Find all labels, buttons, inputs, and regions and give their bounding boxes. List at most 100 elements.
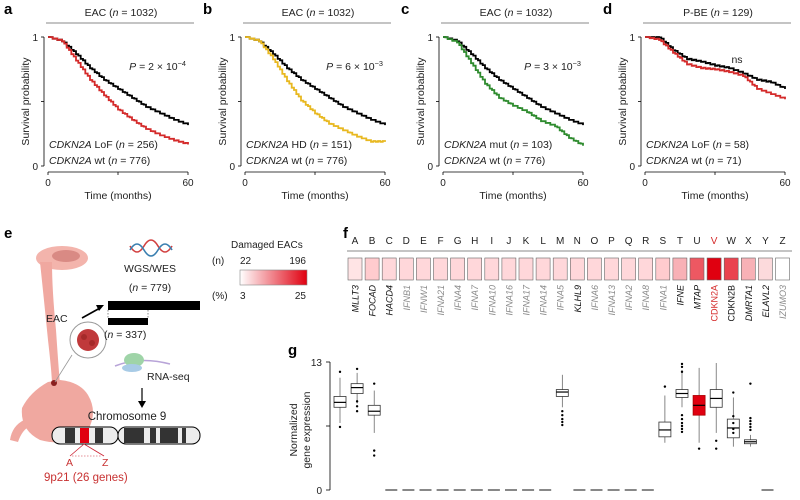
column-letter: C xyxy=(386,236,393,247)
text-segment: = 151) xyxy=(319,139,352,151)
text-segment: P xyxy=(129,61,136,73)
legend-entry: CDKN2A wt (n = 776) xyxy=(246,155,347,167)
text-segment: EAC ( xyxy=(282,7,311,19)
column-letter: X xyxy=(745,236,752,247)
wgs-bar xyxy=(108,301,200,310)
x-tick-label: 60 xyxy=(379,178,391,189)
down-arrow-icon xyxy=(138,401,146,408)
column-letter: L xyxy=(540,236,546,247)
text-segment: n xyxy=(513,139,519,151)
outlier-point xyxy=(715,439,718,442)
survival-curve-0 xyxy=(48,36,189,145)
text-segment: n xyxy=(716,139,722,151)
outlier-point xyxy=(680,413,684,417)
panel-title: EAC (n = 1032) xyxy=(85,7,158,19)
heatmap-cell xyxy=(604,257,619,281)
text-segment: = 1032) xyxy=(316,7,355,19)
column-letter: Y xyxy=(762,236,769,247)
y-axis-label: Survival probability xyxy=(415,57,427,146)
text-segment: = 103) xyxy=(519,139,552,151)
box-Y xyxy=(744,382,757,447)
text-segment: LoF ( xyxy=(689,139,717,151)
y-tick-label: 1 xyxy=(229,33,235,44)
y-tick-label: 0 xyxy=(427,162,433,173)
x-axis-label: Time (months) xyxy=(681,190,748,202)
gene-label: IFNA21 xyxy=(436,285,446,316)
column-letter: H xyxy=(471,236,478,247)
box-X xyxy=(726,391,740,447)
text-segment: CDKN2A xyxy=(444,155,487,167)
x-tick-label: 60 xyxy=(779,178,791,189)
box-N xyxy=(555,374,569,427)
x-tick-label: 0 xyxy=(440,178,446,189)
text-segment: = 3 × 10 xyxy=(531,61,573,73)
outlier-point xyxy=(732,391,735,394)
heatmap-cell xyxy=(347,257,363,281)
text-segment: n xyxy=(132,282,138,294)
text-segment: = 337) xyxy=(113,329,146,341)
text-segment: CDKN2A xyxy=(49,155,92,167)
heatmap-cell xyxy=(450,257,465,281)
x-axis-label: Time (months) xyxy=(84,190,151,202)
panel-letter-a: a xyxy=(4,1,13,18)
column-letter: M xyxy=(556,236,564,247)
gene-label: ELAVL2 xyxy=(761,285,771,318)
outlier-point xyxy=(680,365,684,369)
outlier-point xyxy=(749,428,752,432)
text-segment: = 776) xyxy=(314,155,347,167)
y-tick-label: 0 xyxy=(316,486,322,497)
outlier-point xyxy=(355,367,359,371)
y-tick-label: 1 xyxy=(629,33,635,44)
illustration-panel: EAC WGS/WES (n = 779) (n = 337) RNA-seq … xyxy=(10,239,201,484)
y-axis-label: Survival probability xyxy=(617,57,629,146)
heatmap-cell xyxy=(364,257,380,281)
wgs-label: WGS/WES xyxy=(124,263,176,275)
heatmap-cell xyxy=(672,257,688,281)
gene-label: IFNA2 xyxy=(624,285,634,311)
outlier-point xyxy=(680,430,684,434)
overlap-count-label: (n = 337) xyxy=(104,329,146,341)
heatmap-cell xyxy=(638,257,654,281)
text-segment: n xyxy=(506,155,512,167)
column-letter: R xyxy=(642,236,649,247)
text-segment: P xyxy=(524,61,531,73)
y-axis-label: Survival probability xyxy=(20,57,32,146)
text-segment: n xyxy=(113,7,119,19)
gene-label: IFNB1 xyxy=(402,285,412,311)
outlier-point xyxy=(373,382,376,385)
gene-label: DMRTA1 xyxy=(744,285,754,321)
text-segment: n xyxy=(708,155,714,167)
ribosome-icon xyxy=(114,353,171,372)
band-start-label: A xyxy=(66,457,73,469)
p-value-label: P = 3 × 10−3 xyxy=(524,59,581,74)
arrow-head-icon xyxy=(96,305,104,311)
text-segment: EAC ( xyxy=(85,7,114,19)
outlier-point xyxy=(355,410,359,413)
band-start-line xyxy=(69,443,85,457)
box-C xyxy=(367,382,381,457)
text-segment: wt ( xyxy=(487,155,507,167)
text-segment: = 256) xyxy=(125,139,158,151)
outlier-point xyxy=(749,382,752,385)
box-W xyxy=(709,362,723,450)
outlier-point xyxy=(373,454,376,457)
legend-entry: CDKN2A LoF (n = 58) xyxy=(646,139,749,151)
p-value-label: P = 6 × 10−3 xyxy=(326,59,383,74)
text-segment: P-BE ( xyxy=(683,7,714,19)
text-segment: CDKN2A xyxy=(49,139,92,151)
text-segment: n xyxy=(508,7,514,19)
box-B xyxy=(350,367,364,413)
x-tick-label: 0 xyxy=(242,178,248,189)
gene-label: IFNE xyxy=(675,284,685,305)
legend-n-max: 196 xyxy=(289,256,306,267)
survival-curve-0 xyxy=(443,36,584,146)
heatmap-cell xyxy=(775,257,790,281)
box-V xyxy=(692,367,706,450)
legend-entry: CDKN2A mut (n = 103) xyxy=(444,139,552,151)
panel-letter-e: e xyxy=(4,225,12,242)
outlier-point xyxy=(561,420,564,424)
heatmap-cell xyxy=(398,257,414,281)
outlier-point xyxy=(680,427,684,431)
